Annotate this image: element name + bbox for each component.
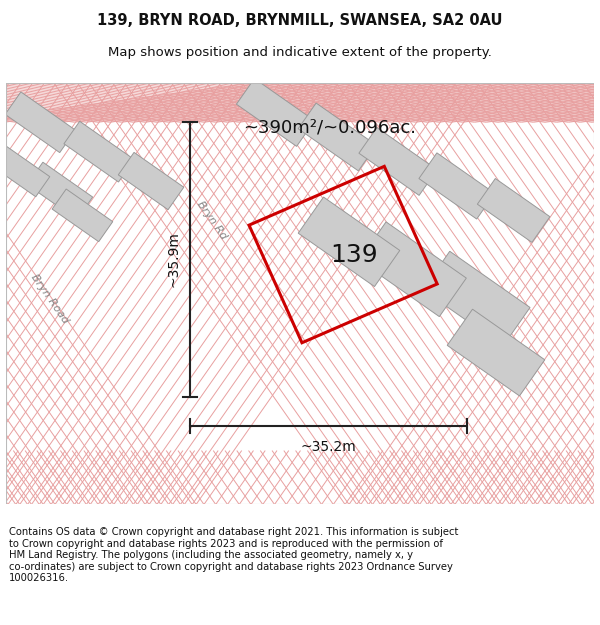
Polygon shape	[423, 251, 530, 346]
Text: ~35.9m: ~35.9m	[166, 231, 181, 288]
Polygon shape	[447, 309, 545, 396]
Polygon shape	[5, 92, 76, 152]
Polygon shape	[359, 127, 437, 196]
Text: 139: 139	[330, 242, 378, 266]
Polygon shape	[27, 162, 92, 219]
Text: ~35.2m: ~35.2m	[301, 440, 356, 454]
Polygon shape	[64, 121, 134, 182]
Polygon shape	[178, 98, 555, 451]
Text: Map shows position and indicative extent of the property.: Map shows position and indicative extent…	[108, 46, 492, 59]
Polygon shape	[419, 153, 494, 219]
Polygon shape	[298, 197, 400, 287]
Text: Bryn Road: Bryn Road	[29, 272, 71, 325]
Polygon shape	[52, 189, 113, 242]
Polygon shape	[478, 179, 550, 242]
Text: Contains OS data © Crown copyright and database right 2021. This information is : Contains OS data © Crown copyright and d…	[9, 527, 458, 583]
Polygon shape	[359, 222, 466, 317]
Text: ~390m²/~0.096ac.: ~390m²/~0.096ac.	[243, 118, 416, 136]
Polygon shape	[0, 146, 50, 197]
Polygon shape	[6, 83, 178, 504]
Text: 139, BRYN ROAD, BRYNMILL, SWANSEA, SA2 0AU: 139, BRYN ROAD, BRYNMILL, SWANSEA, SA2 0…	[97, 13, 503, 28]
Polygon shape	[6, 451, 594, 504]
Polygon shape	[298, 103, 376, 171]
Polygon shape	[118, 152, 184, 210]
Polygon shape	[236, 79, 314, 146]
Text: Bryn Rd: Bryn Rd	[195, 199, 229, 241]
Polygon shape	[6, 83, 594, 122]
Polygon shape	[555, 83, 594, 504]
